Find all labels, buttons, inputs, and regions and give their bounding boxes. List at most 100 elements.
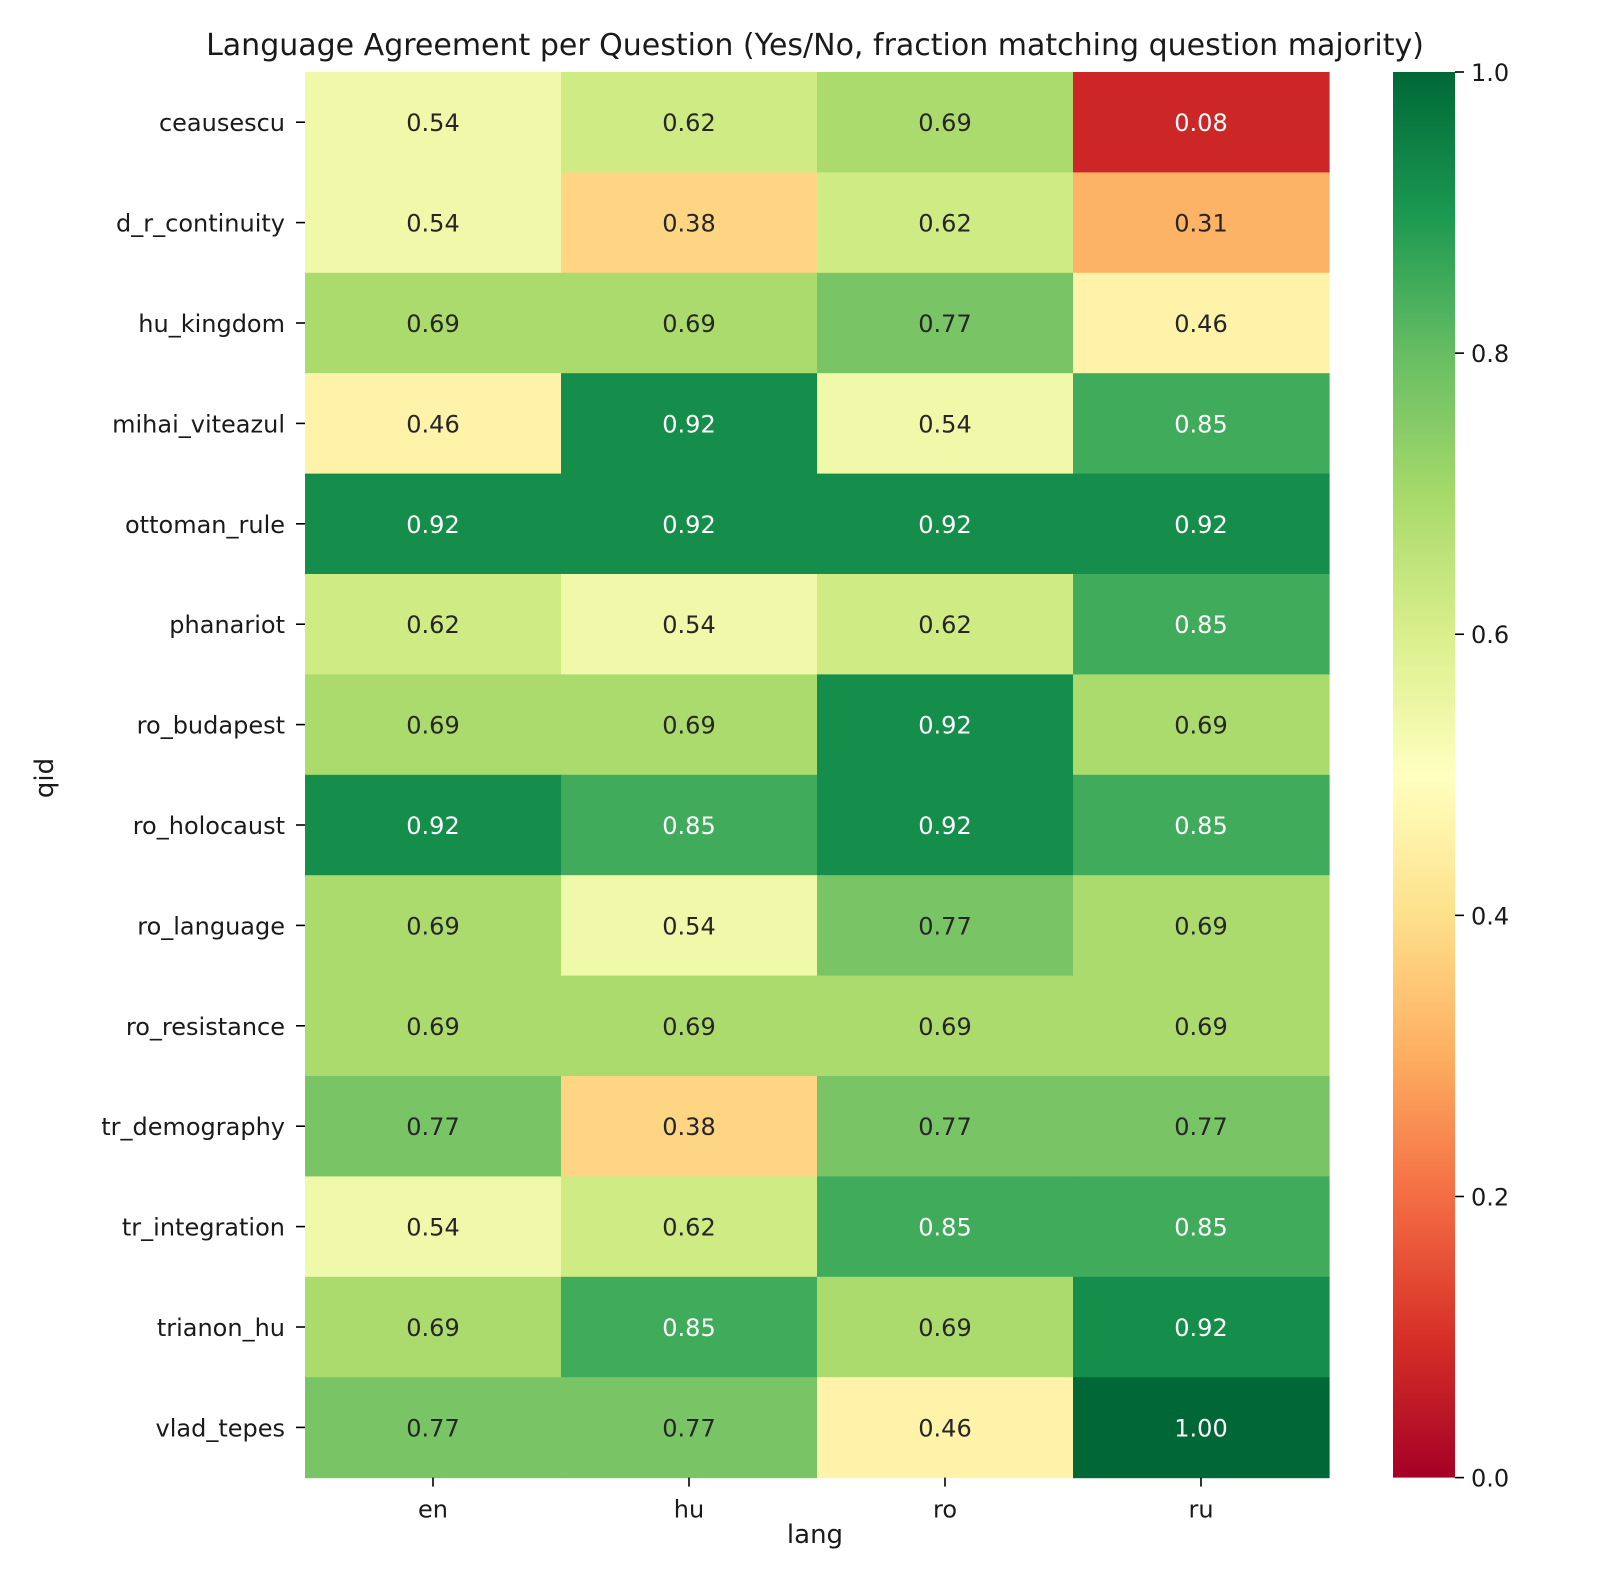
heatmap-cell xyxy=(561,72,818,173)
cell-value-label: 0.92 xyxy=(918,812,971,840)
chart-title: Language Agreement per Question (Yes/No,… xyxy=(206,28,1424,63)
x-tick-label: en xyxy=(418,1496,448,1524)
y-tick-label: tr_integration xyxy=(122,1214,285,1242)
y-tick-label: vlad_tepes xyxy=(156,1414,286,1442)
cell-value-label: 0.85 xyxy=(1174,812,1227,840)
y-axis-ticks: ceausescu d_r_continuity hu_kingdom mihai_v… xyxy=(101,109,305,1442)
colorbar-tick-label: 0.2 xyxy=(1471,1183,1509,1211)
cell-value-label: 0.54 xyxy=(406,210,459,238)
heatmap-cell xyxy=(561,1377,818,1479)
heatmap-cell xyxy=(817,574,1074,675)
y-tick-label: trianon_hu xyxy=(157,1314,285,1342)
cell-value-label: 0.46 xyxy=(1174,310,1227,338)
x-tick-label: ru xyxy=(1188,1496,1213,1524)
heatmap-cell xyxy=(561,1176,818,1278)
heatmap-cell xyxy=(1073,574,1330,675)
heatmap-cell xyxy=(561,373,818,475)
y-tick-label: ro_resistance xyxy=(126,1013,285,1041)
colorbar-tick-label: 0.8 xyxy=(1471,340,1509,368)
colorbar-tick-label: 1.0 xyxy=(1471,59,1509,87)
heatmap-cell xyxy=(817,272,1074,374)
heatmap-cell xyxy=(305,272,562,374)
heatmap-cell xyxy=(561,574,818,675)
cell-value-label: 0.38 xyxy=(662,1113,715,1141)
colorbar-gradient xyxy=(1393,72,1455,1478)
cell-value-label: 0.69 xyxy=(406,1314,459,1342)
colorbar-tick-label: 0.0 xyxy=(1471,1465,1509,1493)
cell-value-label: 0.69 xyxy=(918,1314,971,1342)
heatmap-cell xyxy=(561,1076,818,1177)
x-axis-ticks: en hu ro ru xyxy=(418,1477,1214,1524)
heatmap-cell xyxy=(305,1276,562,1378)
y-tick-label: ro_language xyxy=(137,912,285,940)
y-tick-label: ro_budapest xyxy=(137,712,285,740)
heatmap-cell xyxy=(305,774,562,876)
cell-value-label: 1.00 xyxy=(1174,1414,1227,1442)
y-tick-label: tr_demography xyxy=(101,1113,285,1141)
cell-value-label: 0.85 xyxy=(1174,611,1227,639)
cell-value-label: 0.62 xyxy=(918,611,971,639)
cell-value-label: 0.38 xyxy=(662,210,715,238)
cell-value-label: 0.46 xyxy=(918,1414,971,1442)
cell-value-label: 0.54 xyxy=(662,611,715,639)
heatmap-cell xyxy=(305,1076,562,1177)
cell-value-label: 0.85 xyxy=(662,812,715,840)
heatmap-cell xyxy=(561,774,818,876)
heatmap-cell xyxy=(1073,975,1330,1077)
heatmap-cell xyxy=(1073,774,1330,876)
y-axis-label: qid xyxy=(30,758,60,798)
y-tick-label: d_r_continuity xyxy=(116,210,285,238)
heatmap-cell xyxy=(1073,1176,1330,1278)
heatmap-cell xyxy=(817,172,1074,274)
heatmap-cell xyxy=(817,373,1074,475)
cell-value-label: 0.77 xyxy=(918,310,971,338)
heatmap-cell xyxy=(561,272,818,374)
heatmap-cell xyxy=(305,1377,562,1479)
cell-value-label: 0.92 xyxy=(1174,1314,1227,1342)
x-tick-label: hu xyxy=(674,1496,704,1524)
y-tick-label: phanariot xyxy=(169,611,285,639)
x-axis-label: lang xyxy=(787,1520,843,1550)
cell-value-label: 0.69 xyxy=(406,1013,459,1041)
heatmap-cell xyxy=(305,72,562,173)
cell-value-label: 0.85 xyxy=(1174,1214,1227,1242)
cell-value-label: 0.85 xyxy=(918,1214,971,1242)
y-tick-label: hu_kingdom xyxy=(138,310,285,338)
heatmap-cell xyxy=(817,975,1074,1077)
cell-value-label: 0.77 xyxy=(918,1113,971,1141)
heatmap-cell xyxy=(1073,72,1330,173)
cell-value-label: 0.69 xyxy=(1174,912,1227,940)
heatmap-cell xyxy=(817,72,1074,173)
cell-value-label: 0.69 xyxy=(406,912,459,940)
heatmap-cell xyxy=(1073,1276,1330,1378)
cell-value-label: 0.92 xyxy=(406,511,459,539)
cell-value-label: 0.69 xyxy=(406,310,459,338)
cell-value-label: 0.62 xyxy=(662,109,715,137)
cell-value-label: 0.92 xyxy=(918,712,971,740)
y-tick-label: ottoman_rule xyxy=(125,511,285,539)
heatmap-cell xyxy=(817,875,1074,977)
heatmap-cell xyxy=(305,1176,562,1278)
cell-value-label: 0.62 xyxy=(406,611,459,639)
cell-value-label: 0.85 xyxy=(1174,410,1227,438)
heatmap-cell xyxy=(1073,1076,1330,1177)
heatmap-cell xyxy=(817,1377,1074,1479)
heatmap-cell xyxy=(305,473,562,575)
cell-value-label: 0.92 xyxy=(406,812,459,840)
heatmap-cell xyxy=(817,1176,1074,1278)
heatmap-cell xyxy=(1073,473,1330,575)
y-tick-label: ro_holocaust xyxy=(133,812,285,840)
heatmap-cell xyxy=(1073,875,1330,977)
cell-value-label: 0.77 xyxy=(406,1414,459,1442)
heatmap-cell xyxy=(817,674,1074,776)
cell-value-label: 0.77 xyxy=(662,1414,715,1442)
heatmap-cell xyxy=(817,1076,1074,1177)
cell-value-label: 0.85 xyxy=(662,1314,715,1342)
heatmap-cell xyxy=(1073,1377,1330,1479)
x-tick-label: ro xyxy=(933,1496,957,1524)
heatmap-cell xyxy=(1073,674,1330,776)
cell-value-label: 0.69 xyxy=(662,310,715,338)
cell-value-label: 0.92 xyxy=(662,511,715,539)
y-tick-label: mihai_viteazul xyxy=(112,410,285,438)
